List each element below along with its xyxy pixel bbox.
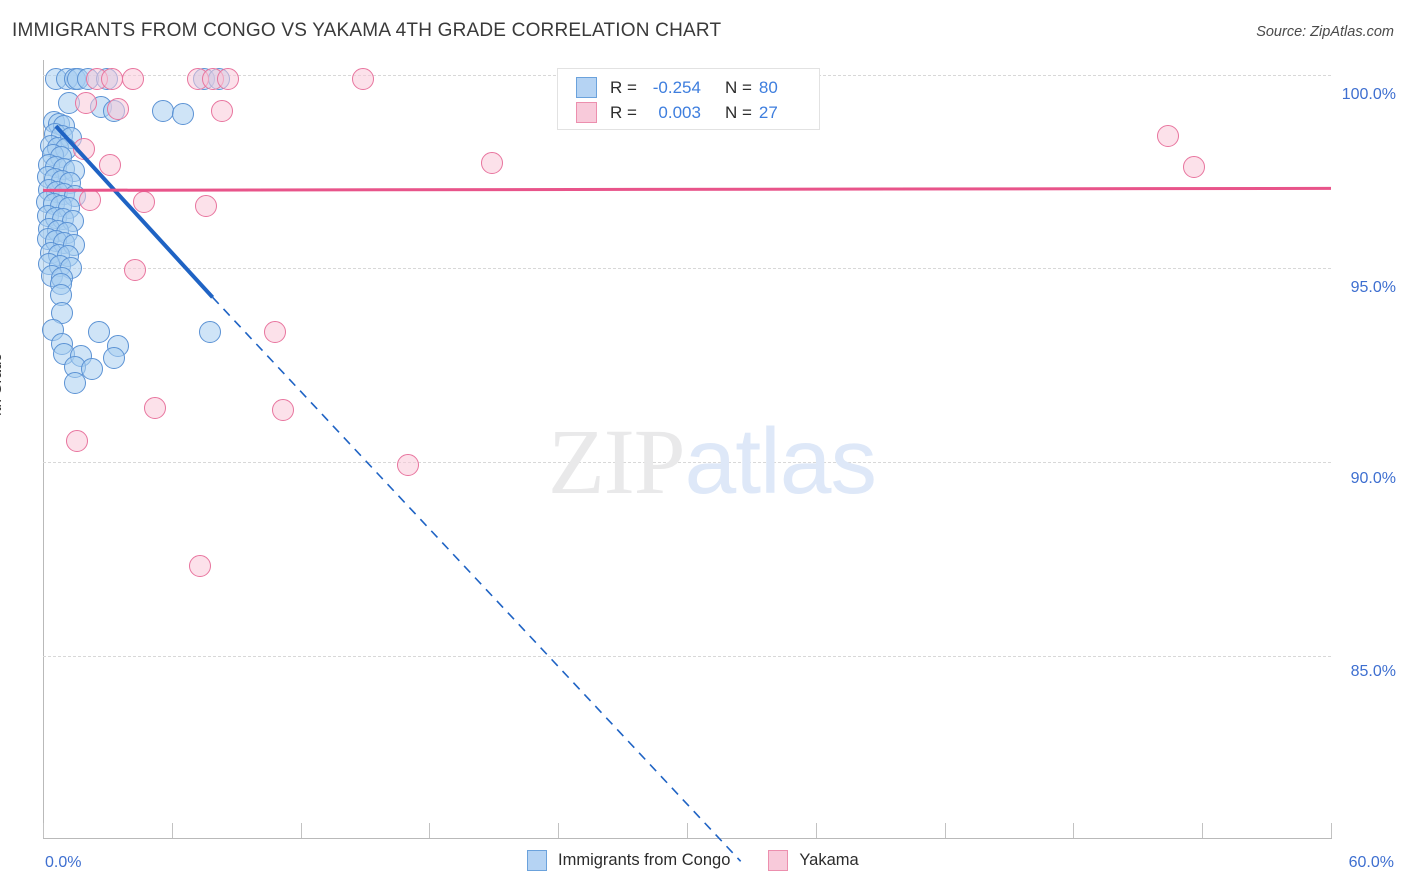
legend-r-value-congo: -0.254 [652, 77, 701, 97]
series-swatch-congo [527, 850, 547, 871]
scatter-point[interactable] [396, 453, 419, 476]
x-tick-12 [300, 823, 302, 838]
x-tick-36 [815, 823, 817, 838]
scatter-point[interactable] [188, 554, 211, 577]
scatter-point[interactable] [98, 154, 121, 177]
x-tick-30 [687, 823, 688, 838]
correlation-legend: R = -0.254 N = 80 R = 0.003 N = 27 [557, 68, 820, 130]
x-tick-6 [171, 823, 173, 838]
scatter-point[interactable] [122, 68, 145, 91]
y-tick-label-85: 85.0% [1350, 663, 1396, 680]
plot-area [43, 60, 1331, 838]
scatter-point[interactable] [171, 103, 194, 126]
scatter-point[interactable] [480, 152, 503, 175]
gridline-90 [43, 462, 1331, 463]
y-axis-label: 4th Grade [0, 353, 5, 420]
page-title: IMMIGRANTS FROM CONGO VS YAKAMA 4TH GRAD… [12, 20, 722, 41]
scatter-point[interactable] [216, 68, 239, 91]
scatter-point[interactable] [263, 321, 286, 344]
y-tick-label-90: 90.0% [1350, 470, 1396, 487]
legend-n-value-yakama: 27 [758, 102, 778, 122]
y-tick-label-95: 95.0% [1350, 279, 1396, 296]
series-swatch-yakama [768, 850, 789, 871]
gridline-95 [43, 268, 1331, 269]
scatter-point[interactable] [81, 358, 104, 381]
scatter-point[interactable] [87, 321, 110, 344]
scatter-point[interactable] [66, 430, 89, 453]
scatter-point[interactable] [132, 190, 155, 213]
series-legend: Immigrants from Congo Yakama [527, 850, 897, 871]
x-tick-60 [1331, 823, 1332, 838]
scatter-point[interactable] [1156, 124, 1179, 147]
x-tick-42 [944, 823, 946, 838]
scatter-point[interactable] [351, 68, 374, 91]
x-tick-0 [43, 823, 44, 838]
y-axis-line [43, 60, 44, 838]
scatter-point[interactable] [74, 91, 97, 114]
legend-n-key-congo: N = [724, 77, 752, 97]
series-label-congo: Immigrants from Congo [558, 851, 731, 869]
x-tick-54 [1202, 823, 1204, 838]
x-tick-18 [429, 823, 431, 838]
legend-r-key-congo: R = [610, 77, 637, 97]
scatter-point[interactable] [107, 97, 130, 120]
legend-row-yakama: R = 0.003 N = 27 [576, 100, 778, 125]
scatter-point[interactable] [1182, 155, 1205, 178]
legend-r-value-yakama: 0.003 [658, 102, 701, 122]
source-attribution: Source: ZipAtlas.com [1256, 24, 1394, 40]
legend-swatch-congo [576, 77, 597, 98]
series-legend-item-congo[interactable]: Immigrants from Congo [527, 850, 730, 871]
legend-r-key-yakama: R = [610, 102, 637, 122]
scatter-point[interactable] [152, 99, 175, 122]
gridline-85 [43, 656, 1331, 657]
x-tick-label-min: 0.0% [45, 854, 82, 871]
series-legend-item-yakama[interactable]: Yakama [768, 850, 859, 871]
y-tick-label-100: 100.0% [1341, 86, 1396, 103]
x-tick-24 [558, 823, 560, 838]
scatter-point[interactable] [100, 68, 123, 91]
legend-n-key-yakama: N = [724, 102, 752, 122]
series-label-yakama: Yakama [799, 851, 859, 869]
x-tick-label-max: 60.0% [1348, 854, 1394, 871]
scatter-point[interactable] [143, 397, 166, 420]
scatter-point[interactable] [211, 99, 234, 122]
scatter-point[interactable] [102, 346, 125, 369]
legend-n-value-congo: 80 [758, 77, 778, 97]
x-axis-line [43, 838, 1332, 839]
legend-swatch-yakama [576, 102, 597, 123]
scatter-point[interactable] [195, 194, 218, 217]
x-tick-48 [1073, 823, 1075, 838]
legend-row-congo: R = -0.254 N = 80 [576, 75, 778, 100]
scatter-point[interactable] [64, 371, 87, 394]
